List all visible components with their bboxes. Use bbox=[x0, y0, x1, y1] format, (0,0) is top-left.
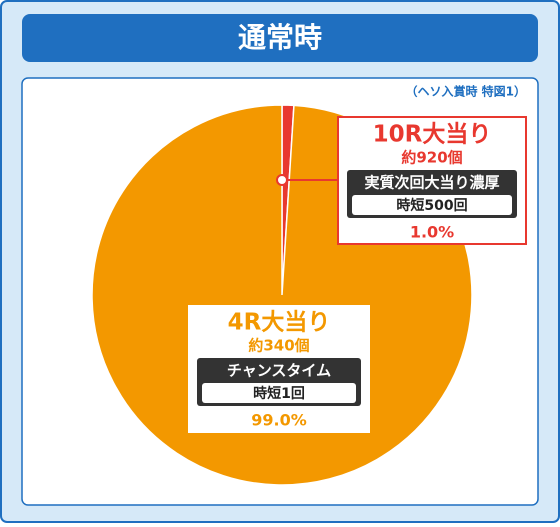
jitan: 時短500回 bbox=[396, 197, 467, 214]
payout: 約920個 bbox=[401, 149, 462, 167]
note: （ヘソ入賞時 特図1） bbox=[405, 84, 526, 99]
jitan-box bbox=[202, 383, 356, 403]
slice-name: 10R大当り bbox=[373, 122, 492, 148]
value-label: 99.0% bbox=[251, 411, 307, 430]
mode: 実質次回大当り濃厚 bbox=[364, 174, 499, 192]
header-bar bbox=[22, 14, 538, 62]
value-label: 1.0% bbox=[410, 223, 454, 242]
pointer-dot bbox=[276, 174, 288, 186]
jitan: 時短1回 bbox=[253, 385, 305, 402]
chart-title: 通常時 bbox=[238, 21, 322, 54]
payout: 約340個 bbox=[248, 337, 309, 355]
slice-name: 4R大当り bbox=[228, 310, 331, 336]
jitan-box bbox=[352, 195, 512, 215]
mode: チャンスタイム bbox=[227, 362, 331, 380]
